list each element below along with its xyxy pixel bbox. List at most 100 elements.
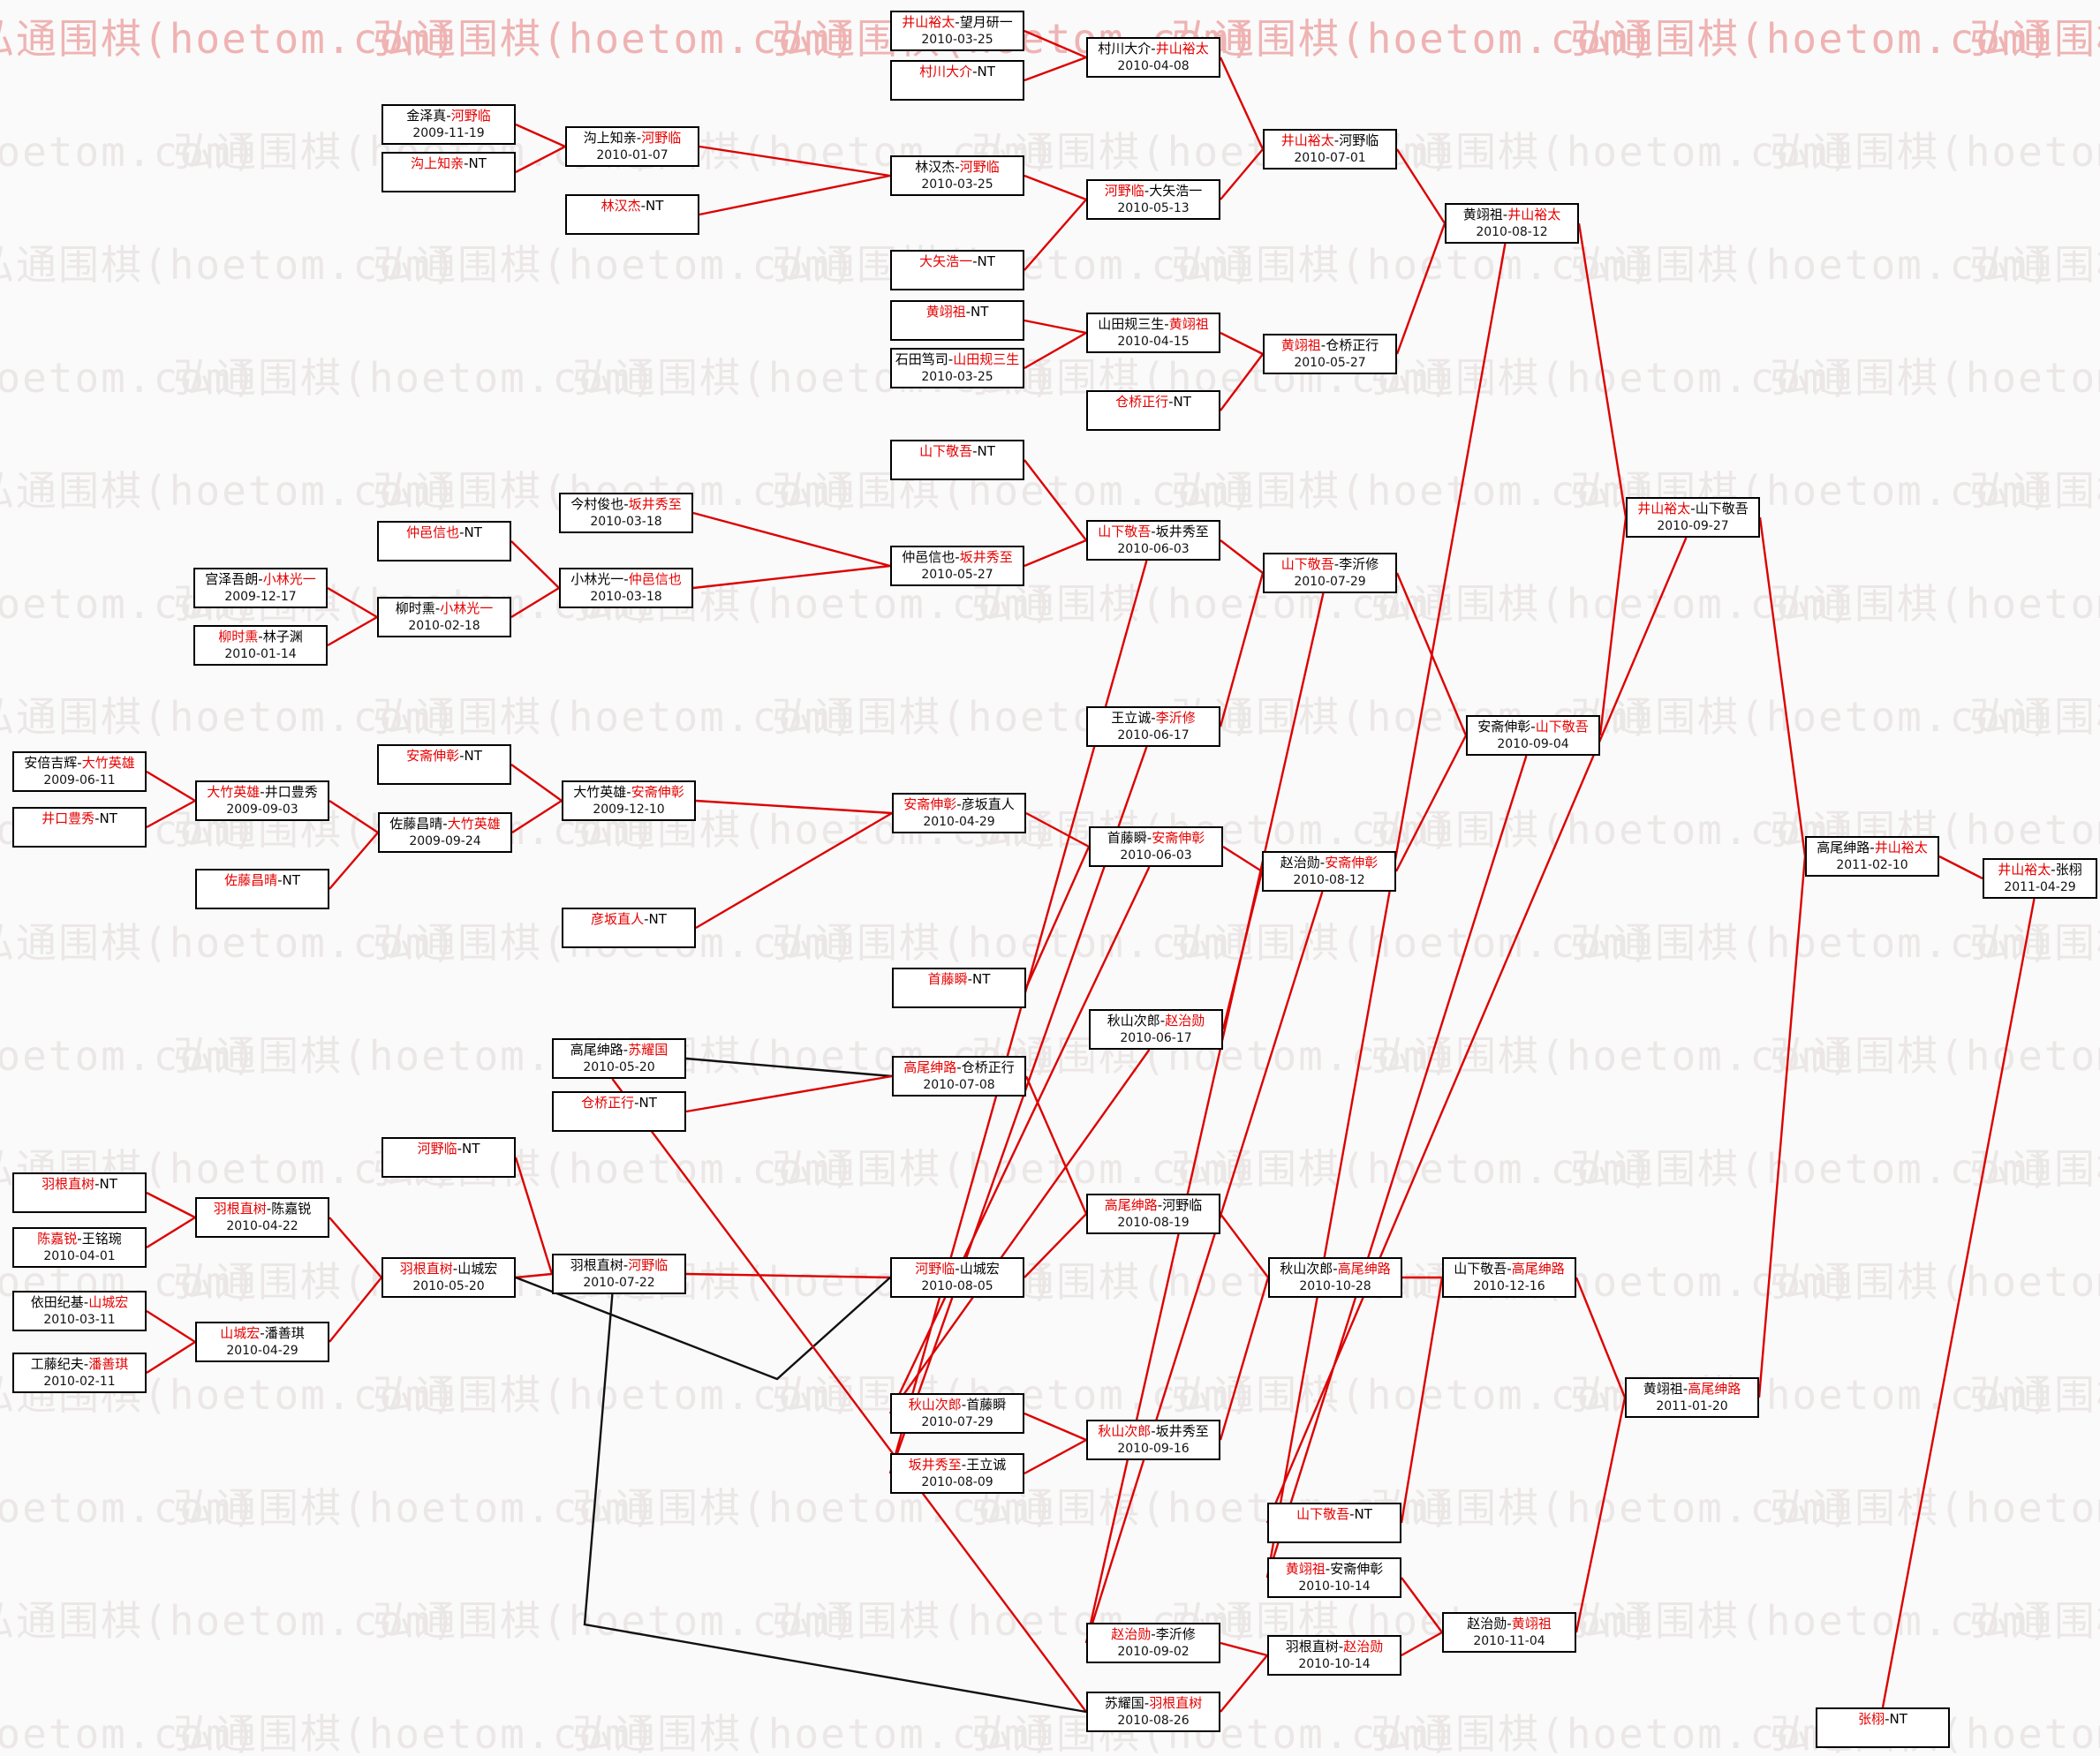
match-box-akiyama_sakai[interactable]: 秋山次郎-坂井秀至 2010-09-16 xyxy=(1086,1420,1220,1460)
player-name: 井山裕太 xyxy=(1280,132,1334,148)
match-box-kudo_pan[interactable]: 工藤纪夫-潘善琪 2010-02-11 xyxy=(12,1353,147,1393)
match-box-nakamura_sakai[interactable]: 仲邑信也-坂井秀至 2010-05-27 xyxy=(890,546,1024,586)
match-box-su_hane[interactable]: 苏耀国-羽根直树 2010-08-26 xyxy=(1086,1692,1220,1732)
match-box-kono_yamashiro[interactable]: 河野临-山城宏 2010-08-05 xyxy=(890,1257,1024,1298)
match-box-hikosaka_nt[interactable]: 彦坂直人-NT xyxy=(562,908,696,948)
match-box-kobayashi_nakamura[interactable]: 小林光一-仲邑信也 2010-03-18 xyxy=(559,568,693,608)
match-box-akiyama_takao[interactable]: 秋山次郎-高尾绅路 2010-10-28 xyxy=(1268,1257,1402,1298)
player-name: 坂井秀至 xyxy=(908,1457,962,1473)
match-box-cho_anzai[interactable]: 赵治勋-安斋伸彰 2010-08-12 xyxy=(1262,851,1396,892)
dash: - xyxy=(961,1457,967,1473)
match-box-yamashita_takao[interactable]: 山下敬吾-高尾绅路 2010-12-16 xyxy=(1442,1257,1576,1298)
match-players: 柳时熏-林子渊 xyxy=(195,628,326,646)
match-box-hane_yamashiro[interactable]: 羽根直树-山城宏 2010-05-20 xyxy=(381,1257,516,1298)
match-box-abe_otake[interactable]: 安倍吉辉-大竹英雄 2009-06-11 xyxy=(12,751,147,792)
match-date: 2010-04-01 xyxy=(43,1249,116,1263)
player-name: 山下敬吾 xyxy=(1454,1261,1507,1277)
match-box-iyama_kono[interactable]: 井山裕太-河野临 2010-07-01 xyxy=(1263,129,1397,170)
match-box-otake_iguchi[interactable]: 大竹英雄-井口豊秀 2009-09-03 xyxy=(195,780,329,821)
edge-nakamura_sakai-yamashita_sakai xyxy=(1024,539,1087,568)
match-box-yoda_yamashiro[interactable]: 依田纪基-山城宏 2010-03-11 xyxy=(12,1291,147,1331)
match-box-mizokami_kono[interactable]: 沟上知亲-河野临 2010-01-07 xyxy=(565,126,699,167)
match-box-chen_wang[interactable]: 陈嘉锐-王铭琬 2010-04-01 xyxy=(12,1227,147,1268)
match-box-kurahashi_nt2[interactable]: 仓桥正行-NT xyxy=(552,1091,686,1132)
player-name: 秋山次郎 xyxy=(1098,1423,1152,1439)
match-box-huang_kurahashi[interactable]: 黄翊祖-仓桥正行 2010-05-27 xyxy=(1263,334,1397,374)
match-box-hane_kono[interactable]: 羽根直树-河野临 2010-07-22 xyxy=(552,1254,686,1294)
match-players: 首藤瞬-NT xyxy=(894,970,1024,989)
match-box-takao_iyama[interactable]: 高尾绅路-井山裕太 2011-02-10 xyxy=(1805,836,1939,877)
match-box-takao_kono[interactable]: 高尾绅路-河野临 2010-08-19 xyxy=(1086,1194,1220,1234)
match-box-oya_nt[interactable]: 大矢浩一-NT xyxy=(890,250,1024,290)
match-box-murakawa_nt[interactable]: 村川大介-NT xyxy=(890,60,1024,101)
match-box-anzai_nt[interactable]: 安斋伸彰-NT xyxy=(377,744,511,785)
dash: - xyxy=(459,524,465,540)
edge-huang_kurahashi-huang_iyama xyxy=(1395,222,1447,355)
match-box-iguchi_nt[interactable]: 井口豊秀-NT xyxy=(12,807,147,848)
dash: - xyxy=(955,159,960,175)
match-box-hayashi_nt[interactable]: 林汉杰-NT xyxy=(565,194,699,235)
match-box-yanagi_kobayashi[interactable]: 柳时熏-小林光一 2010-02-18 xyxy=(377,597,511,637)
match-box-kanazawa_kono[interactable]: 金泽真-河野临 2009-11-19 xyxy=(381,104,516,145)
match-players: 安斋伸彰-彦坂直人 xyxy=(894,795,1024,814)
dash: - xyxy=(1870,840,1875,855)
match-box-yamashita_li[interactable]: 山下敬吾-李沂修 2010-07-29 xyxy=(1263,553,1397,593)
match-date: 2010-03-18 xyxy=(590,515,662,529)
match-date: 2010-09-16 xyxy=(1117,1442,1190,1456)
dash: - xyxy=(434,600,441,616)
player-name: NT xyxy=(977,443,995,459)
match-box-mizokami_nt[interactable]: 沟上知亲-NT xyxy=(381,152,516,192)
match-box-yamada_huang[interactable]: 山田规三生-黄翊祖 2010-04-15 xyxy=(1086,313,1220,353)
match-box-murakawa_iyama[interactable]: 村川大介-井山裕太 2010-04-08 xyxy=(1086,37,1220,78)
match-box-zhang_nt[interactable]: 张栩-NT xyxy=(1816,1707,1950,1748)
match-box-hayashi_kono[interactable]: 林汉杰-河野临 2010-03-25 xyxy=(890,155,1024,196)
match-box-imamura_sakai[interactable]: 今村俊也-坂井秀至 2010-03-18 xyxy=(559,493,693,533)
match-box-miyazawa_kobayashi[interactable]: 宫泽吾朗-小林光一 2009-12-17 xyxy=(193,568,328,608)
player-name: 仲邑信也 xyxy=(902,549,956,565)
match-box-iyama_yamashita[interactable]: 井山裕太-山下敬吾 2010-09-27 xyxy=(1626,497,1760,538)
match-box-huang_takao[interactable]: 黄翊祖-高尾绅路 2011-01-20 xyxy=(1625,1377,1759,1418)
match-date: 2010-12-16 xyxy=(1473,1279,1545,1293)
match-box-yanagi_hayashiko[interactable]: 柳时熏-林子渊 2010-01-14 xyxy=(193,625,328,666)
dash: - xyxy=(1151,710,1156,726)
match-box-yamashita_nt1[interactable]: 山下敬吾-NT xyxy=(890,440,1024,480)
match-box-nakamura_nt[interactable]: 仲邑信也-NT xyxy=(377,521,511,561)
player-name: 首藤瞬 xyxy=(927,971,968,987)
match-box-wang_li[interactable]: 王立诚-李沂修 2010-06-17 xyxy=(1086,706,1220,747)
match-box-hane_chen[interactable]: 羽根直树-陈嘉锐 2010-04-22 xyxy=(195,1197,329,1238)
match-box-yamashita_nt2[interactable]: 山下敬吾-NT xyxy=(1267,1503,1401,1543)
match-box-akiyama_cho[interactable]: 秋山次郎-赵治勋 2010-06-17 xyxy=(1089,1009,1223,1050)
match-box-kono_oya[interactable]: 河野临-大矢浩一 2010-05-13 xyxy=(1086,179,1220,220)
match-box-hane_cho[interactable]: 羽根直树-赵治勋 2010-10-14 xyxy=(1267,1635,1401,1676)
match-box-cho_huang[interactable]: 赵治勋-黄翊祖 2010-11-04 xyxy=(1442,1612,1576,1653)
match-box-anzai_hikosaka[interactable]: 安斋伸彰-彦坂直人 2010-04-29 xyxy=(892,793,1026,833)
match-box-huang_iyama[interactable]: 黄翊祖-井山裕太 2010-08-12 xyxy=(1445,203,1579,244)
match-players: 石田笃司-山田规三生 xyxy=(892,350,1023,369)
match-box-cho_li[interactable]: 赵治勋-李沂修 2010-09-02 xyxy=(1086,1623,1220,1663)
edge-hane_kono-su_hane xyxy=(583,1293,1087,1714)
match-box-otake_anzai[interactable]: 大竹英雄-安斋伸彰 2009-12-10 xyxy=(562,780,696,821)
player-name: 井口豊秀 xyxy=(42,810,95,826)
match-box-shuto_nt[interactable]: 首藤瞬-NT xyxy=(892,968,1026,1008)
match-players: 宫泽吾朗-小林光一 xyxy=(195,570,326,589)
match-box-sakai_wang[interactable]: 坂井秀至-王立诚 2010-08-09 xyxy=(890,1453,1024,1494)
match-box-akiyama_shuto[interactable]: 秋山次郎-首藤瞬 2010-07-29 xyxy=(890,1393,1024,1434)
match-box-iyama_cho_final[interactable]: 井山裕太-张栩 2011-04-29 xyxy=(1983,858,2097,899)
match-box-sato_nt[interactable]: 佐藤昌晴-NT xyxy=(195,869,329,909)
dash: - xyxy=(1885,1711,1890,1727)
match-box-yamashiro_pan[interactable]: 山城宏-潘善琪 2010-04-29 xyxy=(195,1322,329,1362)
match-box-huang_nt[interactable]: 黄翊祖-NT xyxy=(890,300,1024,341)
match-box-sato_otake[interactable]: 佐藤昌晴-大竹英雄 2009-09-24 xyxy=(378,812,512,853)
match-box-huang_anzai[interactable]: 黄翊祖-安斋伸彰 2010-10-14 xyxy=(1267,1557,1401,1598)
match-box-takao_kurahashi[interactable]: 高尾绅路-仓桥正行 2010-07-08 xyxy=(892,1056,1026,1097)
match-box-anzai_yamashita[interactable]: 安斋伸彰-山下敬吾 2010-09-04 xyxy=(1466,715,1600,756)
match-box-iyama_mochizuki[interactable]: 井山裕太-望月研一 2010-03-25 xyxy=(890,11,1024,51)
player-name: 石田笃司 xyxy=(895,351,948,367)
match-box-kono_nt[interactable]: 河野临-NT xyxy=(381,1137,516,1178)
match-box-takao_su[interactable]: 高尾绅路-苏耀国 2010-05-20 xyxy=(552,1038,686,1079)
match-box-kurahashi_nt[interactable]: 仓桥正行-NT xyxy=(1086,390,1220,431)
match-box-yamashita_sakai[interactable]: 山下敬吾-坂井秀至 2010-06-03 xyxy=(1086,520,1220,561)
match-box-hane_nt[interactable]: 羽根直树-NT xyxy=(12,1172,147,1213)
match-box-shuto_anzai[interactable]: 首藤瞬-安斋伸彰 2010-06-03 xyxy=(1089,826,1223,867)
match-box-ishida_yamada[interactable]: 石田笃司-山田规三生 2010-03-25 xyxy=(890,348,1024,388)
